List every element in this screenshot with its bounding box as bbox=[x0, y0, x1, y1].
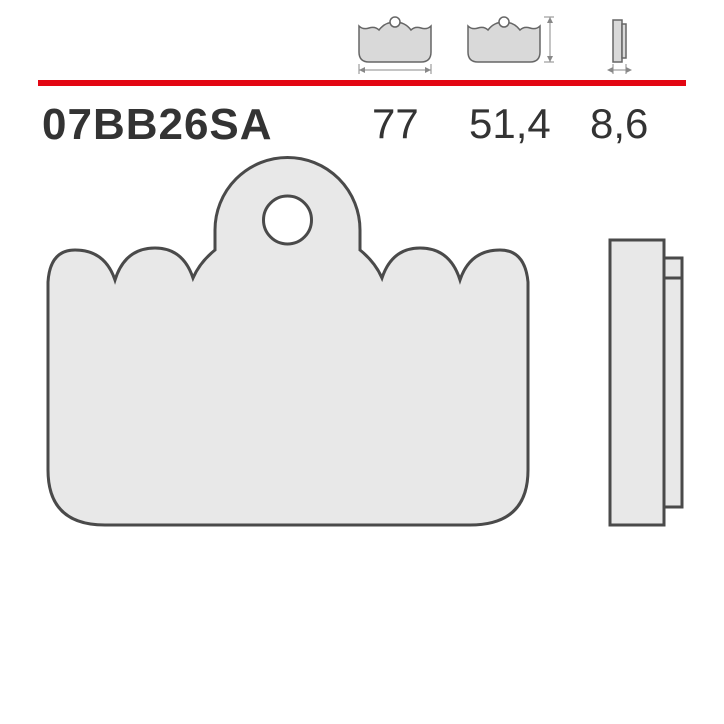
dimension-icons-row bbox=[353, 8, 688, 74]
brake-pad-side-view bbox=[610, 240, 682, 525]
width-dimension-icon bbox=[359, 17, 431, 74]
brake-pad-front-view bbox=[48, 157, 528, 525]
height-dimension-icon bbox=[468, 17, 554, 62]
diagram-canvas: 07BB26SA 77 51,4 8,6 bbox=[0, 0, 724, 724]
part-number: 07BB26SA bbox=[42, 100, 273, 150]
dimension-thickness: 8,6 bbox=[590, 100, 648, 148]
dimension-height: 51,4 bbox=[469, 100, 551, 148]
accent-divider bbox=[38, 80, 686, 86]
dimension-width: 77 bbox=[372, 100, 419, 148]
mini-icons-svg bbox=[353, 8, 688, 74]
thickness-dimension-icon bbox=[607, 20, 632, 74]
